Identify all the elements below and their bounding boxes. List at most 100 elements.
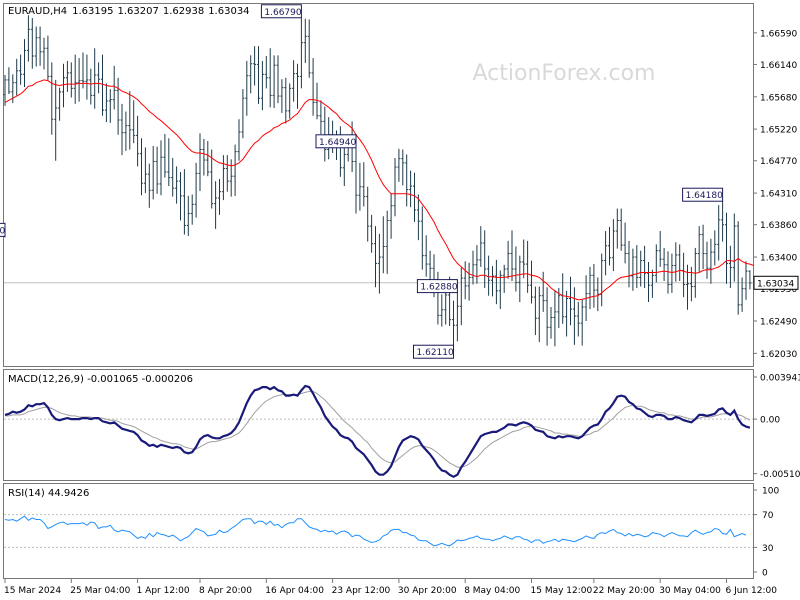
ohlc-bar	[276, 55, 280, 104]
ohlc-bar	[288, 83, 292, 119]
rsi-tick-label: 100	[762, 487, 779, 497]
price-annotation: 1.62880	[416, 279, 458, 294]
ohlc-bar	[112, 65, 116, 110]
ohlc-bar	[128, 91, 132, 150]
ohlc-bar	[366, 186, 370, 242]
ohlc-bar	[424, 235, 428, 277]
ohlc-bar	[272, 55, 276, 109]
ohlc-bar	[151, 145, 155, 200]
ohlc-bar	[54, 79, 58, 161]
ohlc-bar	[15, 58, 19, 96]
price-tick-label: 1.66590	[760, 29, 797, 39]
ohlc-bar	[206, 141, 210, 177]
ohlc-bar	[389, 193, 393, 239]
ohlc-bar	[569, 276, 572, 326]
rsi-line	[4, 515, 747, 547]
ohlc-bar	[3, 74, 7, 106]
price-tick-label: 1.65680	[760, 93, 797, 103]
ohlc-bar	[452, 300, 455, 348]
ohlc-bar	[553, 290, 557, 347]
ohlc-bar	[104, 83, 108, 123]
macd-tick-label: -0.005103	[760, 470, 800, 480]
macd-main-line	[4, 384, 751, 479]
ohlc-bar	[565, 290, 569, 337]
ohlc-bar	[50, 62, 54, 135]
ohlc-bar	[506, 240, 510, 279]
ohlc-bar	[643, 245, 647, 288]
macd-signal-line	[5, 390, 751, 468]
time-tick-label: 22 May 20:00	[593, 586, 655, 596]
ohlc-bar	[108, 89, 112, 123]
ohlc-bar	[397, 148, 401, 182]
ohlc-bar	[198, 133, 202, 191]
ohlc-bar	[179, 171, 182, 221]
ohlc-bar	[319, 100, 323, 135]
ohlc-bar	[526, 240, 530, 293]
ohlc-bar	[608, 226, 611, 266]
ohlc-bar	[479, 226, 483, 267]
ohlc-bar	[19, 54, 23, 85]
ohlc-bar	[77, 58, 81, 102]
price-annotation: 1.62110	[413, 344, 454, 359]
ohlc-bar	[662, 247, 666, 281]
ohlc-bar	[518, 255, 522, 303]
ohlc-bar	[647, 261, 650, 303]
ohlc-bar	[740, 277, 744, 312]
ohlc-bar	[81, 52, 85, 89]
time-tick-label: 16 Apr 04:00	[265, 586, 324, 596]
ohlc-bar	[483, 230, 487, 288]
ohlc-bar	[155, 146, 159, 194]
ohlc-bar	[420, 206, 424, 270]
ohlc-bar	[736, 221, 740, 315]
ohlc-bar	[101, 54, 104, 116]
ohlc-bar	[611, 219, 615, 272]
ohlc-bar	[264, 56, 268, 89]
ohlc-bar	[557, 287, 561, 329]
ohlc-bar	[260, 60, 264, 111]
ohlc-bar	[639, 250, 643, 287]
ohlc-bar	[202, 138, 206, 176]
ohlc-bar	[136, 115, 140, 167]
ohlc-bar	[323, 106, 327, 162]
ohlc-bar	[725, 212, 728, 284]
ohlc-bar	[73, 54, 77, 104]
ohlc-bar	[623, 222, 627, 264]
ohlc-bar	[237, 119, 241, 161]
ohlc-bar	[97, 62, 101, 94]
ohlc-bar	[409, 170, 413, 208]
ohlc-bar	[58, 87, 62, 121]
ohlc-bar	[93, 48, 97, 109]
ohlc-low: 1.62938	[163, 6, 204, 17]
ohlc-bar	[303, 18, 307, 64]
watermark: ActionForex.com	[473, 61, 656, 86]
svg-text:1.62880: 1.62880	[420, 283, 457, 293]
ohlc-bar	[42, 37, 46, 70]
ohlc-bar	[654, 244, 658, 283]
moving-average-line	[4, 79, 754, 301]
ohlc-bar	[619, 208, 623, 251]
ohlc-bar	[140, 138, 143, 196]
ohlc-bar	[510, 230, 514, 281]
price-tick-label: 1.64770	[760, 157, 797, 167]
ohlc-bar	[46, 35, 50, 81]
svg-text:1.62110: 1.62110	[417, 348, 454, 358]
ohlc-bar	[362, 162, 366, 207]
ohlc-bar	[182, 169, 186, 235]
ohlc-bar	[225, 155, 229, 192]
ohlc-bar	[284, 77, 288, 124]
ohlc-bar	[475, 245, 479, 284]
ohlc-bar	[221, 155, 225, 201]
ohlc-bar	[381, 216, 385, 274]
ohlc-bar	[26, 15, 30, 62]
ohlc-bar	[315, 82, 319, 120]
ohlc-bar	[491, 266, 494, 297]
last-price-label: 1.63034	[757, 279, 794, 289]
macd-tick-label: 0.003941	[760, 374, 800, 384]
ohlc-bar	[214, 181, 218, 229]
ohlc-bar	[190, 194, 194, 225]
rsi-title: RSI(14) 44.9426	[8, 488, 89, 499]
ohlc-bar	[85, 54, 89, 100]
ohlc-bar	[549, 306, 553, 339]
ohlc-bar	[377, 233, 381, 294]
